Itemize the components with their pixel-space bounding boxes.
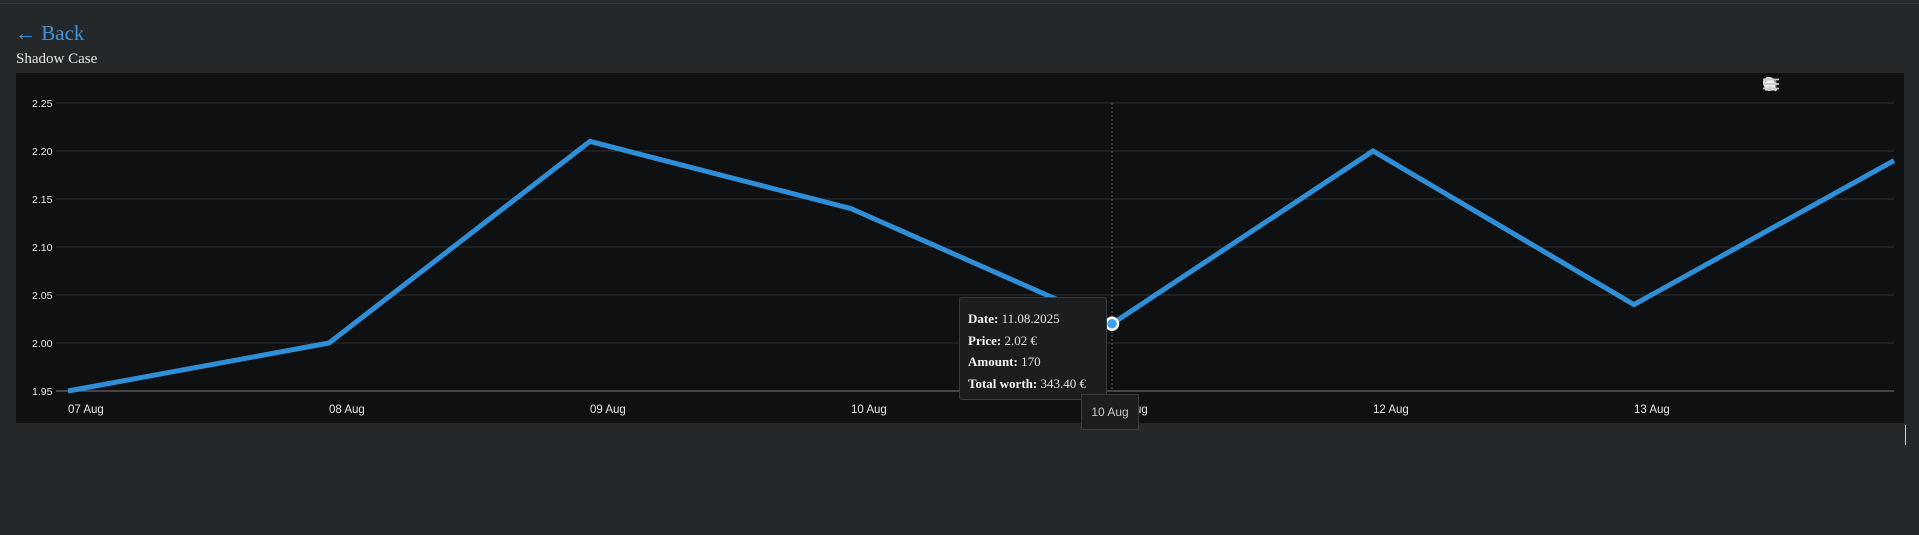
data-tooltip: Date: 11.08.2025 Price: 2.02 € Amount: 1… xyxy=(959,297,1107,400)
right-edge-marker xyxy=(1905,425,1906,445)
back-link[interactable]: ← Back xyxy=(15,21,85,45)
tooltip-date-row: Date: 11.08.2025 xyxy=(968,308,1106,330)
tooltip-total-row: Total worth: 343.40 € xyxy=(968,373,1106,395)
menu-icon[interactable] xyxy=(1763,76,1890,94)
y-tick-label: 1.95 xyxy=(32,386,53,398)
tooltip-amount-value: 170 xyxy=(1021,354,1041,369)
tooltip-date-value: 11.08.2025 xyxy=(1001,311,1060,326)
x-tick-label: 10 Aug xyxy=(851,404,887,416)
item-title: Shadow Case xyxy=(16,51,98,67)
tooltip-price-row: Price: 2.02 € xyxy=(968,330,1106,352)
tooltip-total-value: 343.40 € xyxy=(1040,375,1086,391)
tooltip-price-label: Price: xyxy=(968,332,1002,348)
y-tick-label: 2.15 xyxy=(32,194,53,206)
zoom-out-icon[interactable] xyxy=(1763,76,1802,94)
x-tick-label: 13 Aug xyxy=(1634,404,1670,416)
x-tick-label: 07 Aug xyxy=(68,404,104,416)
chart-toolbar xyxy=(1762,76,1890,94)
y-tick-label: 2.00 xyxy=(32,338,53,350)
tooltip-total-label: Total worth: xyxy=(968,375,1038,391)
y-tick-labels: 1.95 2.00 2.05 2.10 2.15 2.20 2.25 xyxy=(32,98,53,398)
top-divider xyxy=(0,3,1919,4)
x-crosshair-label: 10 Aug xyxy=(1081,394,1139,430)
y-tick-label: 2.25 xyxy=(32,98,53,110)
selection-zoom-icon[interactable] xyxy=(1763,76,1824,94)
x-tick-label: 12 Aug xyxy=(1373,404,1409,416)
reset-home-icon[interactable] xyxy=(1763,76,1868,94)
tooltip-date-label: Date: xyxy=(968,311,999,326)
y-tick-label: 2.05 xyxy=(32,290,53,302)
tooltip-amount-label: Amount: xyxy=(968,354,1018,369)
tooltip-amount-row: Amount: 170 xyxy=(968,351,1106,373)
price-series-line xyxy=(67,138,1896,394)
x-tick-label: 08 Aug xyxy=(329,404,365,416)
pan-hand-icon[interactable] xyxy=(1764,76,1846,94)
x-tick-label: 09 Aug xyxy=(590,404,626,416)
tooltip-price-value: 2.02 € xyxy=(1004,332,1037,348)
highlighted-data-point[interactable] xyxy=(1104,316,1120,332)
y-tick-label: 2.20 xyxy=(32,146,53,158)
data-points xyxy=(1104,316,1120,332)
y-tick-label: 2.10 xyxy=(32,242,53,254)
